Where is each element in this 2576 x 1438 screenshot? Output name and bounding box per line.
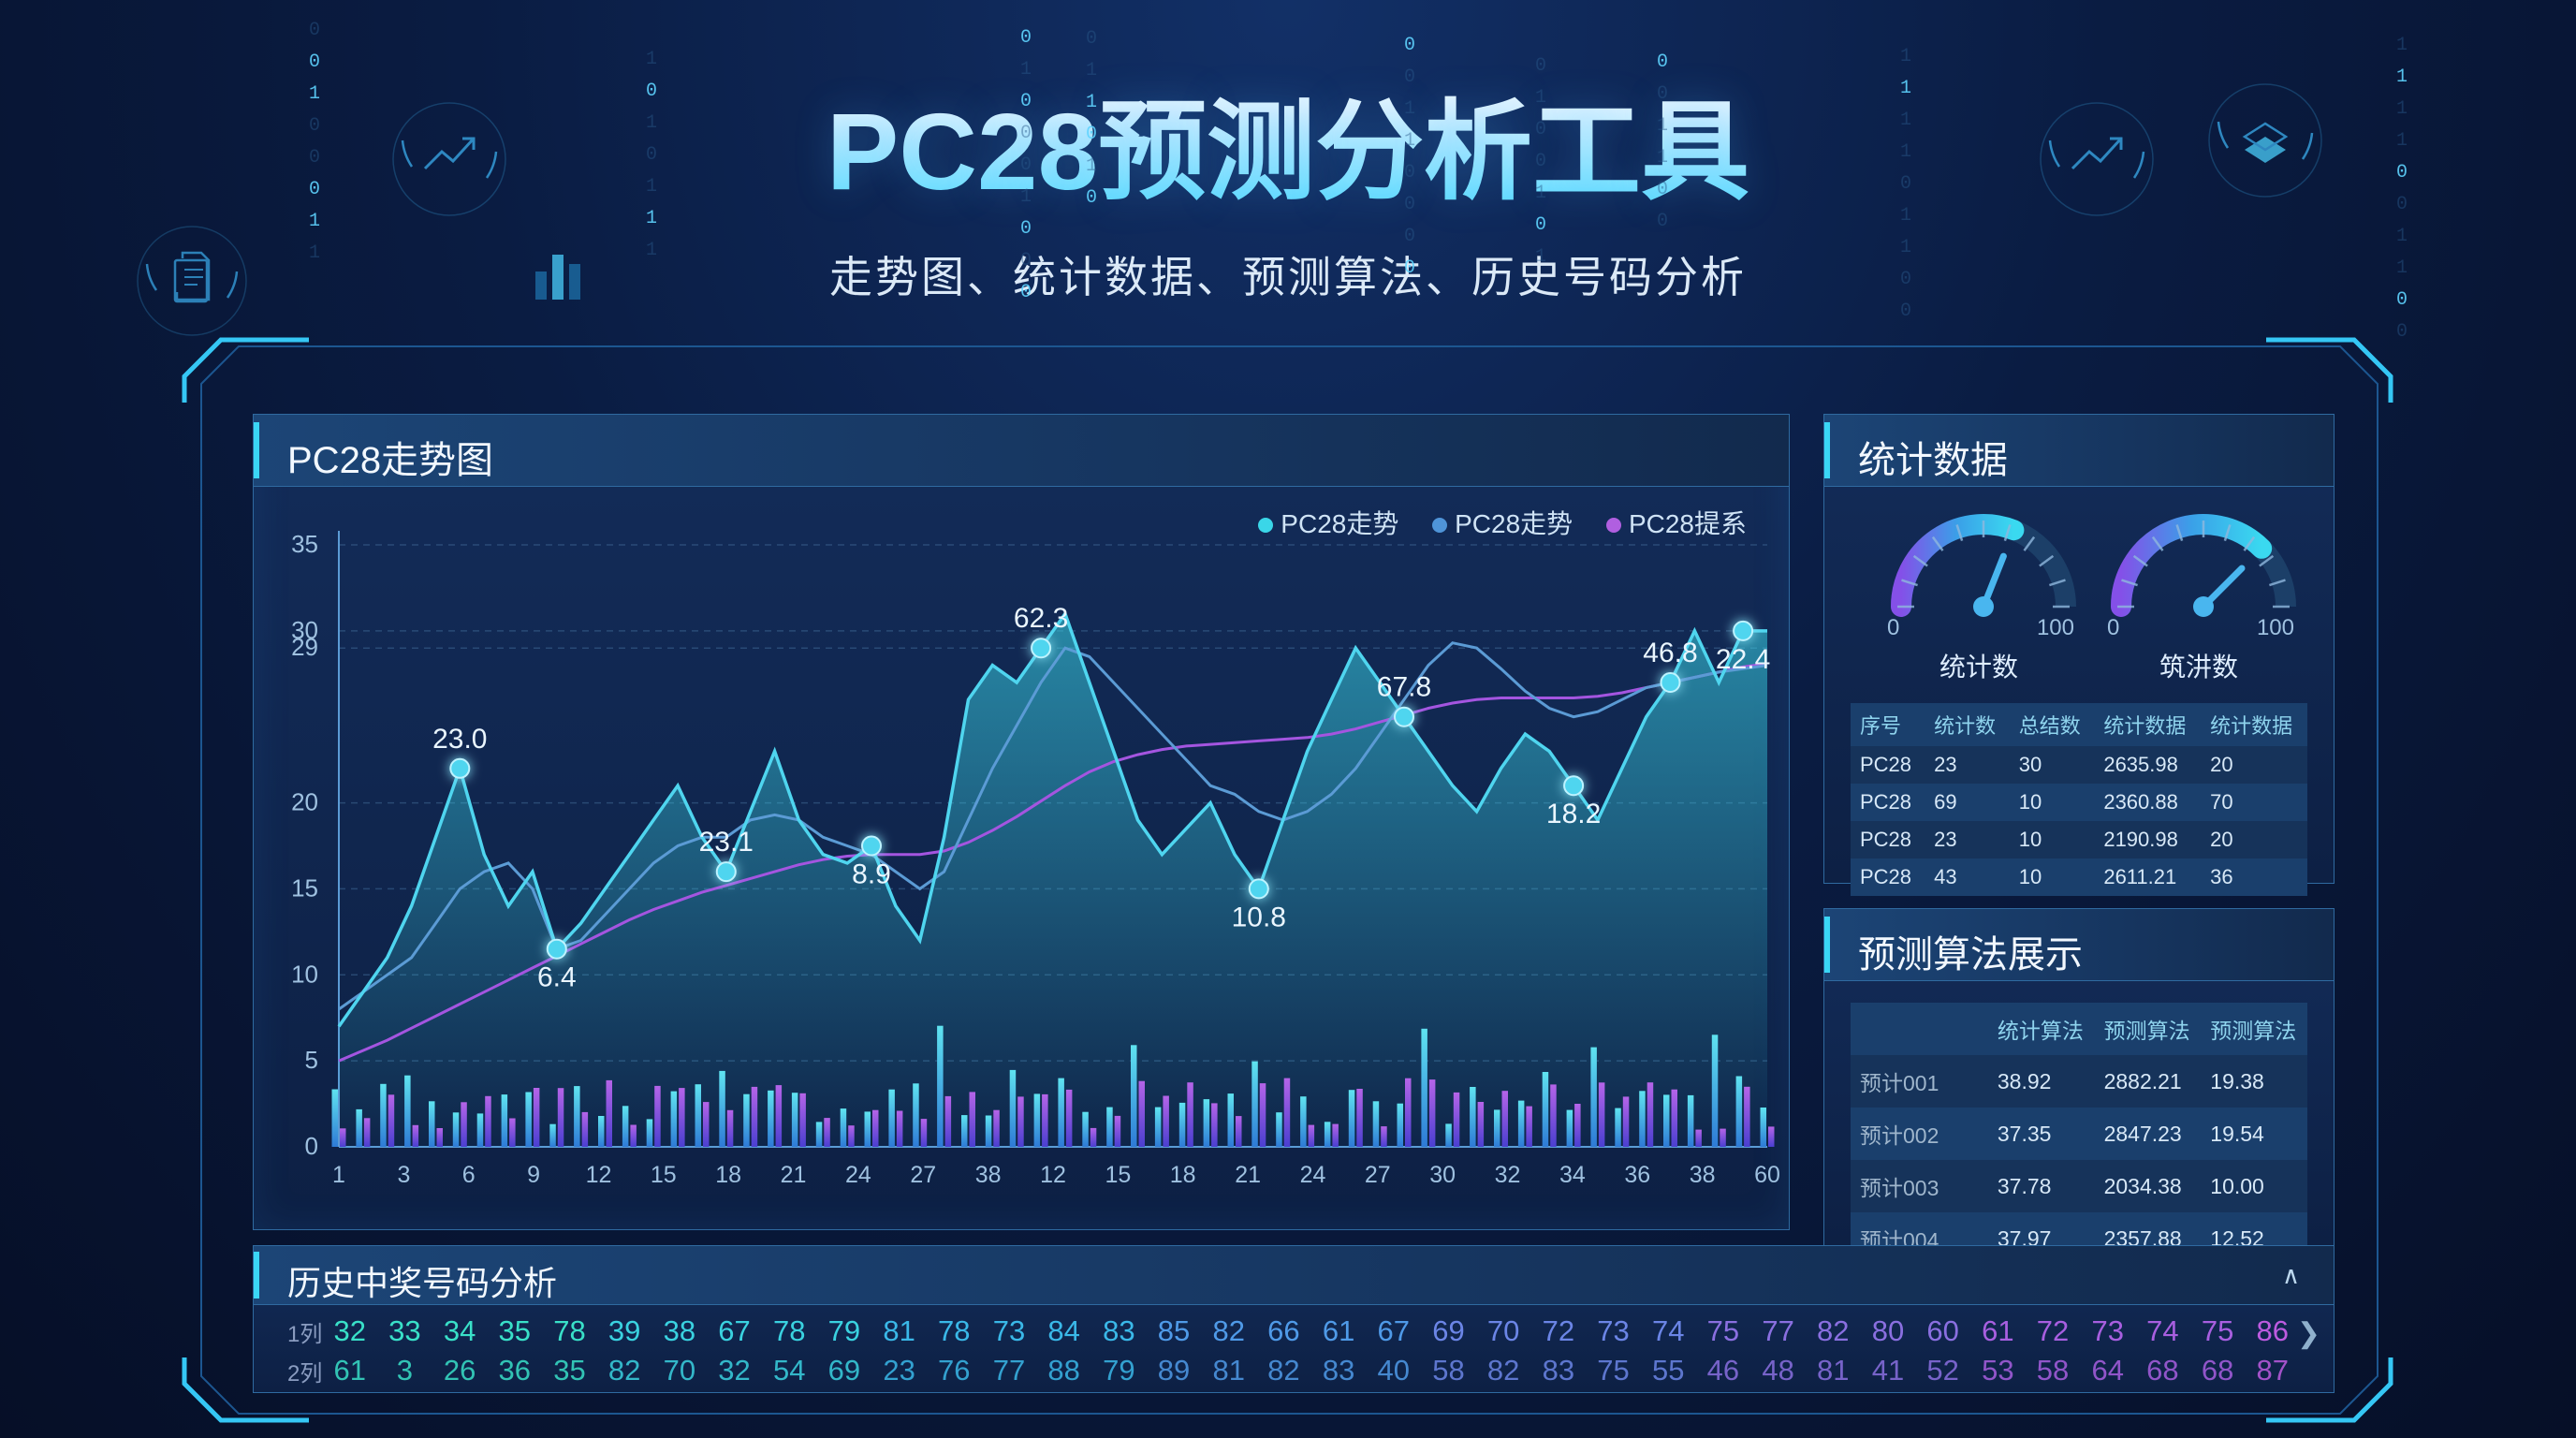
- svg-text:18: 18: [1170, 1162, 1196, 1188]
- svg-text:9: 9: [527, 1162, 540, 1188]
- svg-text:12: 12: [586, 1162, 612, 1188]
- svg-text:18.2: 18.2: [1546, 799, 1601, 829]
- svg-text:27: 27: [1365, 1162, 1391, 1188]
- svg-text:60: 60: [1754, 1162, 1780, 1188]
- svg-text:15: 15: [1105, 1162, 1131, 1188]
- svg-text:30: 30: [1429, 1162, 1456, 1188]
- svg-text:22.4: 22.4: [1716, 644, 1770, 675]
- svg-text:20: 20: [291, 788, 318, 816]
- svg-text:12: 12: [1040, 1162, 1066, 1188]
- svg-text:29: 29: [291, 633, 318, 661]
- svg-text:24: 24: [1300, 1162, 1326, 1188]
- svg-text:6: 6: [462, 1162, 476, 1188]
- svg-text:32: 32: [1495, 1162, 1521, 1188]
- svg-text:21: 21: [1235, 1162, 1261, 1188]
- svg-text:67.8: 67.8: [1377, 672, 1431, 703]
- svg-text:0: 0: [305, 1132, 318, 1160]
- svg-text:24: 24: [845, 1162, 871, 1188]
- svg-text:23.1: 23.1: [699, 827, 754, 858]
- svg-text:15: 15: [291, 873, 318, 902]
- svg-text:35: 35: [291, 530, 318, 558]
- svg-text:18: 18: [715, 1162, 741, 1188]
- svg-text:10.8: 10.8: [1232, 902, 1286, 932]
- svg-text:36: 36: [1624, 1162, 1650, 1188]
- svg-text:3: 3: [397, 1162, 410, 1188]
- svg-text:23.0: 23.0: [432, 724, 487, 755]
- svg-text:38: 38: [1690, 1162, 1716, 1188]
- svg-text:10: 10: [291, 960, 318, 988]
- svg-text:38: 38: [975, 1162, 1002, 1188]
- svg-text:34: 34: [1559, 1162, 1586, 1188]
- svg-text:8.9: 8.9: [852, 859, 891, 890]
- svg-text:21: 21: [781, 1162, 807, 1188]
- svg-text:62.3: 62.3: [1014, 603, 1068, 634]
- svg-text:15: 15: [651, 1162, 677, 1188]
- svg-text:6.4: 6.4: [537, 962, 577, 993]
- svg-text:27: 27: [910, 1162, 936, 1188]
- svg-text:46.8: 46.8: [1643, 638, 1697, 668]
- svg-text:5: 5: [305, 1046, 318, 1074]
- svg-text:1: 1: [332, 1162, 345, 1188]
